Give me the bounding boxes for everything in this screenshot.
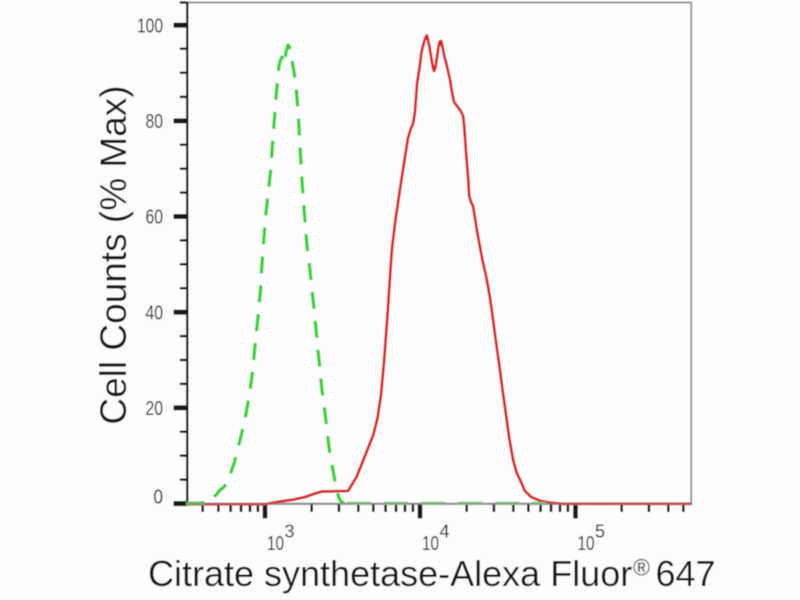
svg-text:10: 10 (267, 533, 284, 555)
svg-text:®: ® (633, 555, 650, 581)
svg-text:40: 40 (146, 302, 164, 324)
svg-text:Citrate synthetase-Alexa Fluor: Citrate synthetase-Alexa Fluor (148, 553, 632, 594)
svg-text:10: 10 (578, 533, 595, 555)
svg-text:647: 647 (656, 553, 716, 594)
svg-text:60: 60 (146, 207, 164, 229)
svg-text:20: 20 (146, 398, 164, 420)
svg-text:4: 4 (440, 522, 450, 542)
svg-text:100: 100 (137, 15, 163, 37)
svg-text:0: 0 (153, 487, 163, 509)
svg-text:10: 10 (422, 533, 439, 555)
svg-text:3: 3 (285, 522, 295, 542)
svg-text:5: 5 (595, 522, 605, 542)
svg-text:80: 80 (146, 111, 164, 133)
svg-text:Cell Counts (% Max): Cell Counts (% Max) (93, 85, 134, 424)
